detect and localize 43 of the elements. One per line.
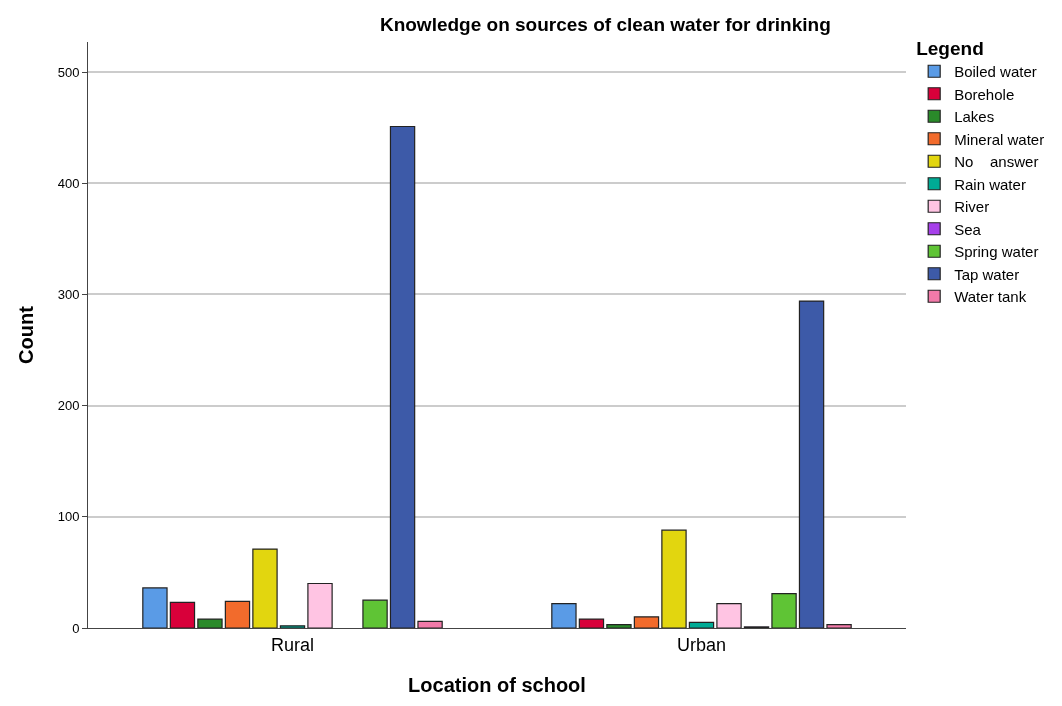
legend-label: No answer (954, 153, 1039, 171)
bar (252, 548, 278, 628)
bar (716, 602, 742, 628)
y-tick-label: 0 (72, 620, 80, 636)
legend-label: Rain water (954, 175, 1026, 193)
bar (633, 616, 660, 628)
chart-title: Knowledge on sources of clean water for drinking (379, 13, 831, 35)
x-tick-label: Urban (676, 634, 727, 655)
bar (688, 621, 715, 628)
y-tick-label: 500 (57, 64, 80, 80)
legend-label: Water tank (954, 288, 1027, 306)
bar (661, 529, 687, 628)
legend-label: Spring water (954, 243, 1039, 261)
bar (389, 125, 416, 628)
bar (142, 587, 168, 628)
bar (224, 600, 251, 628)
bar (826, 624, 852, 628)
legend-label: Borehole (954, 85, 1015, 103)
y-tick-label: 100 (57, 509, 80, 525)
bar (798, 300, 825, 628)
bar (307, 582, 333, 628)
legend-label: River (954, 198, 990, 216)
bar (771, 592, 797, 628)
bar (578, 618, 605, 628)
bar (417, 620, 443, 628)
bar (551, 602, 577, 628)
bar (279, 625, 306, 628)
x-tick-label: Rural (270, 634, 315, 655)
legend-label: Tap water (954, 265, 1020, 283)
legend-title: Legend (916, 37, 984, 59)
legend-label: Sea (954, 220, 982, 238)
x-axis-title: Location of school (408, 674, 586, 697)
legend-label: Mineral water (954, 130, 1045, 148)
y-tick-label: 300 (57, 286, 80, 302)
bar (606, 624, 632, 628)
bar (197, 618, 223, 628)
y-tick-label: 400 (57, 175, 80, 191)
bar (362, 599, 388, 628)
bar (169, 601, 196, 628)
y-tick-label: 200 (57, 398, 80, 414)
legend-label: Boiled water (954, 63, 1037, 81)
legend-label: Lakes (954, 108, 995, 126)
y-axis-title: Count (15, 305, 38, 364)
